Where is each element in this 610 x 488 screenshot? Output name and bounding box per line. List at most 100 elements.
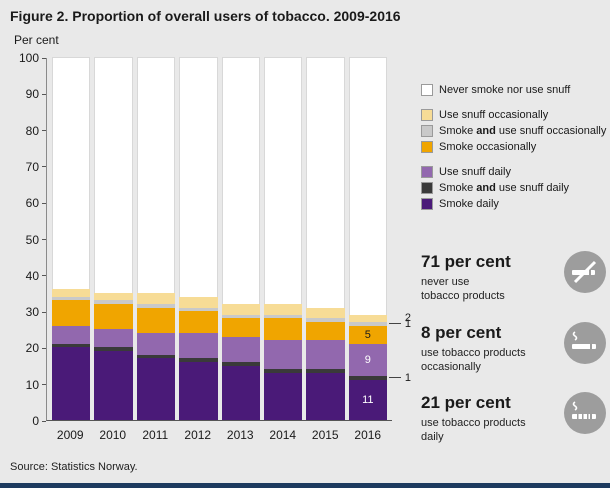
segment-use-snuff-daily — [136, 332, 176, 355]
label-leader-line — [389, 322, 401, 324]
legend-swatch — [421, 125, 433, 137]
legend-item-use-snuff-occasionally: Use snuff occasionally — [421, 109, 607, 121]
y-tick-label: 90 — [26, 87, 46, 101]
x-tick-label: 2015 — [311, 428, 339, 442]
stat-occasional-use: 8 per cent use tobacco products occasion… — [421, 321, 607, 375]
bar-2009 — [52, 57, 91, 420]
legend-label: Smoke daily — [439, 198, 499, 210]
legend-label: Smoke occasionally — [439, 141, 537, 153]
legend-label: Use snuff daily — [439, 166, 511, 178]
segment-never-smoke-nor-use-snuff — [52, 57, 91, 290]
legend-label: Smoke and use snuff daily — [439, 182, 569, 194]
segment-smoke-daily — [94, 351, 133, 420]
stat-value: 71 per cent — [421, 252, 511, 271]
x-tick-label: 2010 — [99, 428, 127, 442]
legend-label-part: Smoke — [439, 125, 477, 137]
legend-item-use-snuff-daily: Use snuff daily — [421, 166, 607, 178]
stat-value: 21 per cent — [421, 393, 511, 413]
segment-smoke-daily — [306, 372, 345, 420]
legend-swatch — [421, 198, 433, 210]
segment-smoke-daily — [263, 372, 303, 420]
legend-swatch — [421, 182, 433, 194]
value-label: 1 — [404, 372, 411, 385]
segment-smoke-and-use-snuff-daily — [348, 376, 387, 381]
y-tick-label: 70 — [26, 160, 46, 174]
stat-daily-use: 21 per cent use tobacco products daily — [421, 391, 607, 445]
y-tick-label: 100 — [19, 51, 46, 65]
segment-use-snuff-occasionally — [348, 314, 387, 323]
stat-description-line: tobacco products — [421, 290, 505, 303]
stat-text: 21 per cent use tobacco products daily — [421, 391, 559, 445]
segment-smoke-occasionally — [136, 307, 176, 333]
legend-and-stats: Never smoke nor use snuff Use snuff occa… — [421, 84, 607, 462]
bar-2010 — [94, 57, 133, 420]
segment-smoke-and-use-snuff-occasionally — [263, 314, 303, 319]
segment-smoke-and-use-snuff-occasionally — [52, 296, 91, 301]
legend-swatch — [421, 166, 433, 178]
segment-smoke-and-use-snuff-daily — [263, 369, 303, 373]
y-axis: 0 10 20 30 40 50 60 70 80 90 100 — [10, 51, 46, 428]
source-note: Source: Statistics Norway. — [10, 461, 138, 473]
label-leader-line — [389, 377, 401, 379]
segment-use-snuff-occasionally — [221, 303, 260, 315]
legend: Never smoke nor use snuff Use snuff occa… — [421, 84, 607, 210]
stat-description-line: occasionally — [421, 360, 481, 373]
summary-stats: 71 per cent never use tobacco products 8… — [421, 250, 607, 445]
segment-smoke-and-use-snuff-daily — [136, 354, 176, 359]
segment-smoke-occasionally — [179, 311, 218, 333]
stat-description-line: use tobacco products — [421, 417, 526, 430]
segment-smoke-occasionally — [94, 303, 133, 330]
stat-value: 8 per cent — [421, 322, 502, 342]
legend-label: Never smoke nor use snuff — [439, 84, 571, 96]
legend-item-never-smoke-nor-use-snuff: Never smoke nor use snuff — [421, 84, 607, 96]
segment-smoke-and-use-snuff-occasionally — [136, 303, 176, 308]
segment-use-snuff-daily — [52, 325, 91, 344]
segment-smoke-daily — [52, 347, 91, 420]
segment-use-snuff-daily — [348, 343, 387, 377]
segment-smoke-occasionally — [221, 318, 260, 337]
segment-smoke-and-use-snuff-occasionally — [94, 300, 133, 304]
y-axis-title: Per cent — [14, 33, 59, 47]
value-label: 5 — [364, 328, 371, 341]
segment-never-smoke-nor-use-snuff — [306, 57, 345, 308]
segment-smoke-occasionally — [263, 318, 303, 341]
x-tick-label: 2014 — [269, 428, 297, 442]
legend-swatch — [421, 109, 433, 121]
cigarette-icon — [564, 321, 606, 364]
footer-bar — [0, 483, 610, 488]
segment-smoke-and-use-snuff-occasionally — [348, 322, 387, 326]
value-label: 11 — [362, 394, 374, 407]
legend-label-part: use snuff daily — [495, 182, 570, 194]
y-tick-label: 40 — [26, 269, 46, 283]
stat-description: use tobacco products occasionally — [421, 346, 559, 375]
segment-smoke-daily — [136, 358, 176, 420]
legend-swatch — [421, 84, 433, 96]
y-tick-label: 60 — [26, 196, 46, 210]
segment-use-snuff-occasionally — [94, 292, 133, 301]
legend-label-part: and — [476, 125, 496, 137]
x-tick-label: 2016 — [354, 428, 382, 442]
plot-area: 11 1 9 5 1 2 — [46, 57, 411, 421]
y-tick-label: 10 — [26, 378, 46, 392]
segment-smoke-and-use-snuff-daily — [306, 369, 345, 373]
stat-description-line: daily — [421, 431, 444, 444]
segment-smoke-occasionally — [52, 300, 91, 326]
segment-never-smoke-nor-use-snuff — [179, 57, 218, 297]
segment-never-smoke-nor-use-snuff — [348, 57, 387, 315]
segment-use-snuff-occasionally — [136, 293, 176, 304]
value-label: 2 — [404, 312, 411, 325]
segment-smoke-occasionally — [306, 322, 345, 341]
segment-use-snuff-occasionally — [52, 289, 91, 297]
stat-description: use tobacco products daily — [421, 416, 559, 445]
legend-item-smoke-occasionally: Smoke occasionally — [421, 141, 607, 153]
y-tick-label: 30 — [26, 305, 46, 319]
value-label: 1 — [404, 317, 411, 330]
segment-never-smoke-nor-use-snuff — [136, 57, 176, 293]
segment-use-snuff-daily — [263, 340, 303, 370]
x-tick-label: 2009 — [56, 428, 84, 442]
legend-label-part: use snuff occasionally — [495, 125, 607, 137]
stacked-bar-chart: 0 10 20 30 40 50 60 70 80 90 100 11 1 9 5 1 2 2009 2010 2… — [10, 51, 411, 442]
x-tick-label: 2011 — [142, 428, 169, 442]
legend-item-smoke-and-use-snuff-daily: Smoke and use snuff daily — [421, 182, 607, 194]
bar-2014 — [263, 57, 303, 420]
